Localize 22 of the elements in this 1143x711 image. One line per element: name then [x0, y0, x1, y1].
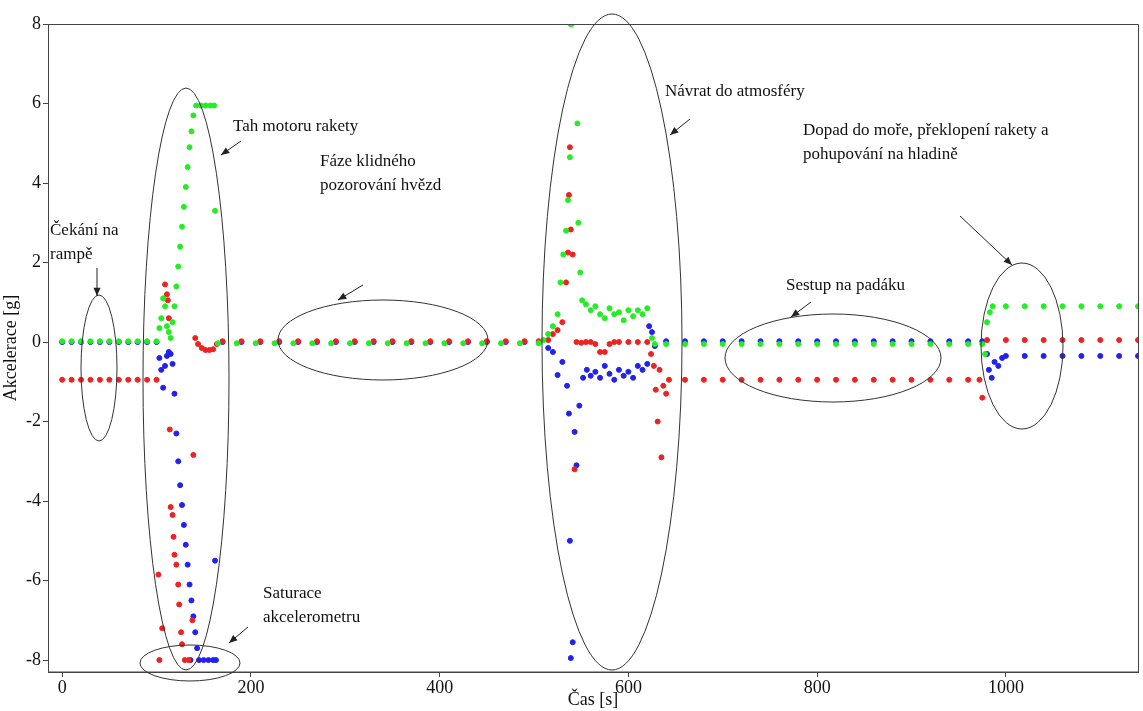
annotation: Sestup na padáku [786, 274, 906, 294]
annotation: Dopad do moře, překlopení rakety a pohupování na hladině [803, 119, 1049, 163]
y-tick-label: 8 [32, 12, 41, 33]
y-tick-label: 2 [32, 251, 41, 272]
y-tick-label: 4 [32, 171, 41, 192]
x-tick-label: 400 [426, 676, 454, 697]
y-tick-label: -2 [26, 410, 41, 431]
y-tick-label: 0 [32, 330, 41, 351]
x-tick-label: 800 [803, 676, 831, 697]
annotation: Návrat do atmosféry [665, 80, 806, 100]
y-tick-label: -6 [26, 569, 41, 590]
y-axis-title: Akcelerace [g] [0, 294, 20, 402]
annotation: Fáze klidného pozorování hvězd [320, 150, 442, 194]
x-tick-label: 1000 [987, 676, 1024, 697]
x-tick-label: 0 [57, 676, 67, 697]
annotation: Saturace akcelerometru [263, 582, 361, 626]
x-tick-label: 200 [237, 676, 265, 697]
y-tick-label: -8 [26, 648, 41, 669]
annotation: Tah motoru rakety [233, 115, 359, 135]
y-tick-label: 6 [32, 92, 41, 113]
annotation: Čekání na rampě [50, 219, 119, 263]
y-tick-label: -4 [26, 489, 41, 510]
